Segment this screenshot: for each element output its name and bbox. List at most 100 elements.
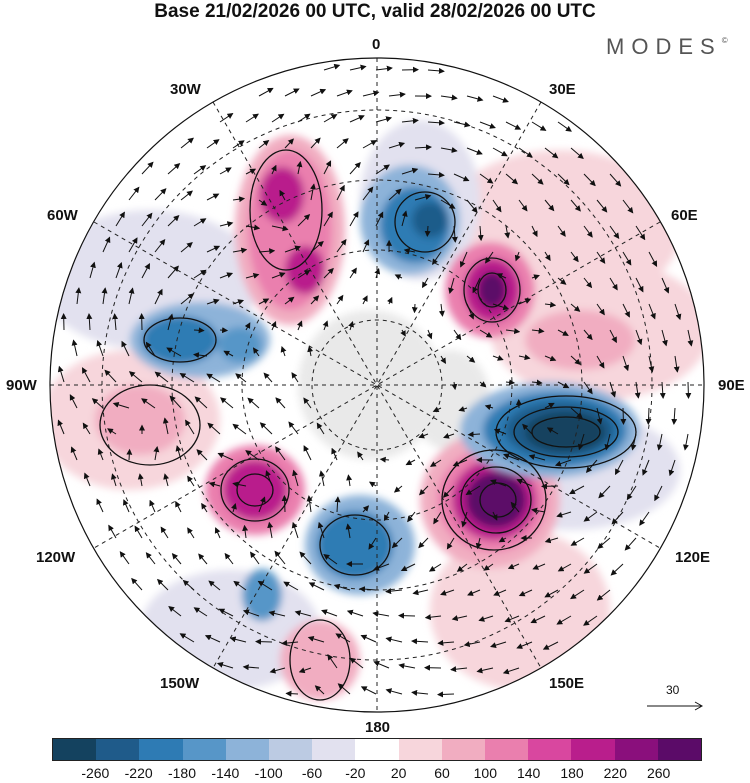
wind-vector: [437, 639, 455, 646]
wind-vector: [368, 481, 377, 488]
wind-vector: [583, 615, 598, 626]
wind-vector: [418, 432, 429, 439]
wind-vector: [258, 496, 266, 513]
wind-vector: [569, 485, 585, 495]
wind-vector: [476, 667, 494, 674]
wind-vector: [659, 381, 666, 399]
lon-label-30e: 30E: [549, 81, 576, 98]
wind-vector: [401, 117, 419, 124]
wind-vector: [615, 459, 624, 476]
wind-vector: [528, 454, 546, 461]
wind-vector: [583, 173, 596, 187]
wind-vector: [235, 373, 247, 383]
wind-vector: [291, 372, 299, 383]
wind-vector: [504, 615, 520, 623]
wind-vector: [419, 485, 429, 496]
wind-vector: [577, 433, 585, 451]
wind-vector: [296, 320, 303, 331]
wind-vector: [115, 211, 125, 227]
wind-vector: [219, 113, 234, 123]
wind-vector: [362, 505, 370, 513]
colorbar-tick-label: -180: [167, 765, 197, 781]
wind-vector: [642, 459, 650, 476]
wind-vector: [375, 65, 393, 72]
wind-vector: [214, 527, 221, 539]
wind-vector: [193, 607, 208, 617]
wind-vector: [156, 578, 169, 591]
colorbar-tick-label: 100: [473, 765, 498, 781]
wind-vector: [299, 551, 312, 565]
wind-vector: [232, 423, 247, 435]
wind-vector: [379, 456, 390, 463]
wind-vector: [128, 237, 138, 253]
wind-vector: [336, 238, 347, 253]
wind-vector: [219, 221, 234, 228]
wind-vector: [154, 371, 169, 383]
wind-vector: [432, 251, 442, 266]
colorbar-segment: [139, 739, 183, 760]
wind-vector: [231, 503, 237, 513]
colorbar-tick-label: -100: [254, 765, 283, 781]
wind-vector: [648, 251, 658, 267]
wind-vector: [492, 147, 508, 157]
wind-vector: [154, 239, 166, 253]
wind-vector: [492, 95, 509, 103]
wind-vector: [403, 248, 416, 254]
wind-vector: [101, 287, 108, 305]
wind-vector: [271, 272, 286, 279]
wind-vector: [82, 422, 91, 435]
wind-vector: [544, 589, 559, 598]
wind-vector: [208, 580, 221, 591]
wind-vector: [171, 553, 182, 565]
wind-vector: [269, 667, 286, 674]
wind-vector: [463, 641, 481, 648]
wind-vector: [596, 355, 605, 369]
wind-vector: [682, 433, 689, 451]
wind-vector: [394, 274, 403, 280]
wind-vector: [296, 160, 303, 175]
wind-vector: [556, 615, 572, 625]
wind-vector: [421, 277, 429, 289]
wind-vector: [233, 580, 247, 591]
wind-vector: [452, 459, 468, 467]
wind-vector: [634, 381, 641, 399]
colorbar-segment: [312, 739, 356, 760]
wind-vector: [401, 167, 419, 175]
wind-vector: [167, 265, 179, 279]
wind-vector: [123, 499, 130, 513]
wind-vector: [375, 116, 393, 123]
wind-vector: [620, 407, 627, 425]
wind-vector: [167, 215, 180, 227]
wind-vector: [438, 303, 445, 317]
wind-vector: [232, 481, 247, 488]
wind-vector: [179, 372, 195, 383]
wind-vector: [275, 397, 286, 409]
wind-vector: [461, 511, 468, 528]
wind-vector: [362, 140, 378, 149]
wind-vector: [400, 563, 416, 571]
wind-vector: [119, 551, 130, 565]
wind-vector: [531, 274, 540, 281]
wind-vector: [317, 521, 325, 539]
wind-vector: [187, 475, 195, 487]
wind-vector: [475, 537, 482, 550]
wind-vector: [337, 683, 351, 695]
wind-vector: [322, 320, 329, 331]
wind-vector: [503, 453, 520, 461]
wind-vector: [570, 147, 584, 160]
lon-label-120e: 120E: [675, 549, 711, 566]
wind-vector: [349, 657, 364, 669]
wind-vector: [258, 248, 276, 255]
wind-vector: [518, 199, 528, 212]
wind-vector: [544, 251, 551, 262]
wind-vector: [208, 481, 221, 488]
wind-vector: [522, 423, 533, 435]
wind-vector: [270, 320, 277, 331]
wind-vector: [201, 502, 208, 513]
wind-vector: [245, 450, 260, 461]
wind-vector: [224, 552, 234, 565]
wind-vector: [516, 478, 533, 487]
wind-vector: [598, 485, 611, 499]
map-border: [49, 57, 705, 713]
wind-vector: [516, 641, 533, 649]
